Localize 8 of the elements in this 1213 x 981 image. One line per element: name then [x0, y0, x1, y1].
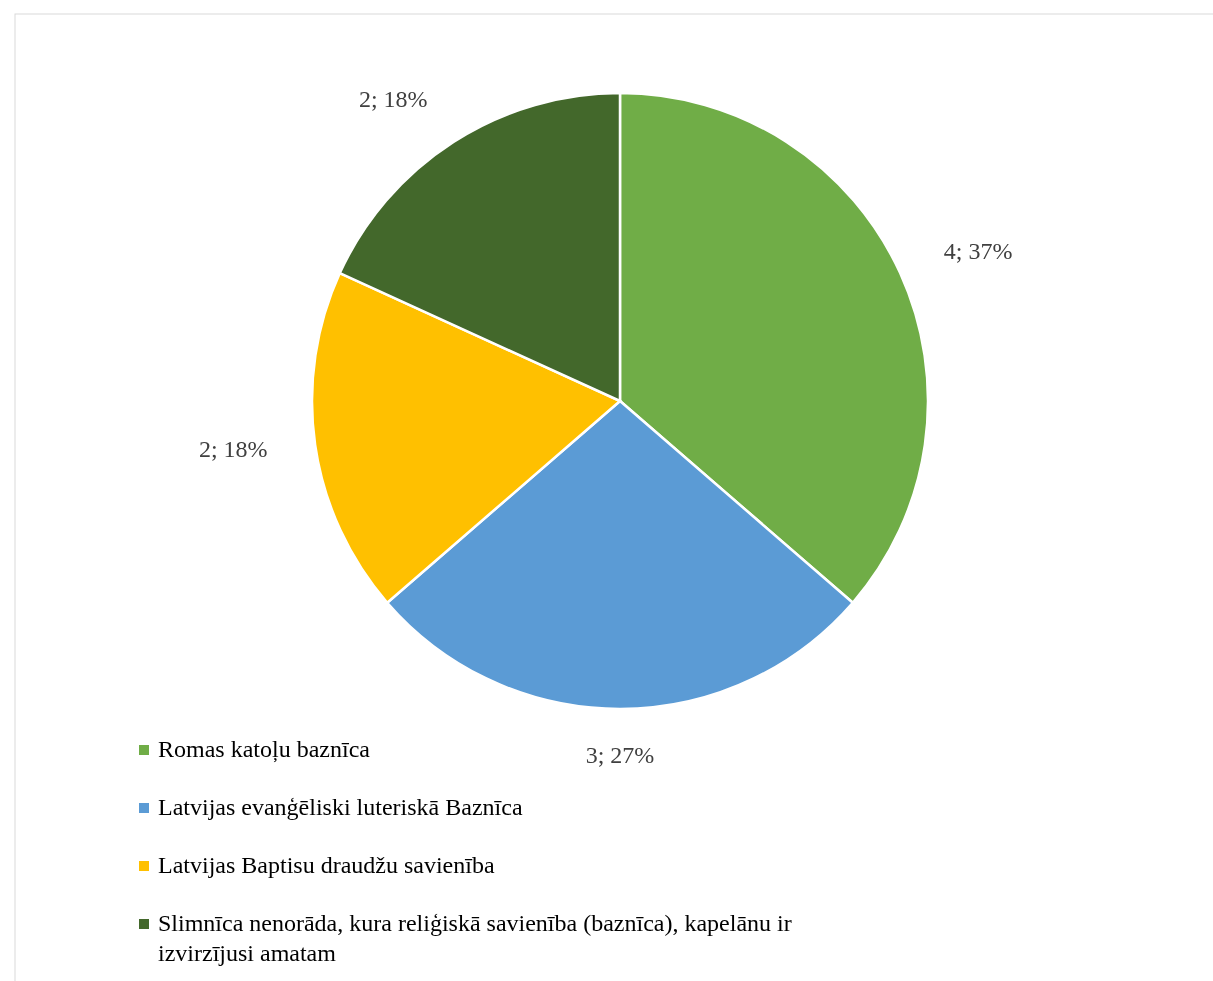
data-label: 4; 37%: [943, 237, 1013, 264]
data-label: 2; 18%: [198, 436, 268, 463]
legend-label: Latvijas evanģēliski luteriskā Baznīca: [158, 793, 523, 820]
legend-label: Romas katoļu baznīca: [158, 735, 371, 763]
legend-label: Latvijas Baptisu draudžu savienība: [158, 851, 495, 878]
data-label: 3; 27%: [585, 741, 655, 768]
legend-label: Slimnīca nenorāda, kura reliģiskā savienība (baznīca), kapelānu ir izvirzījusi amatam: [158, 909, 792, 966]
data-label: 2; 18%: [358, 86, 428, 113]
